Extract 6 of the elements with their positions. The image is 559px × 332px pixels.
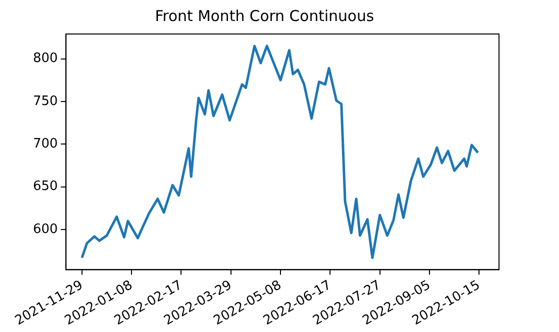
y-tick-label: 750 (32, 94, 58, 109)
y-tick-label: 700 (32, 136, 58, 152)
y-tick-label: 800 (32, 51, 58, 66)
y-tick-label: 600 (32, 222, 58, 237)
chart-title: Front Month Corn Continuous (154, 6, 374, 25)
y-tick-label: 650 (32, 179, 58, 194)
